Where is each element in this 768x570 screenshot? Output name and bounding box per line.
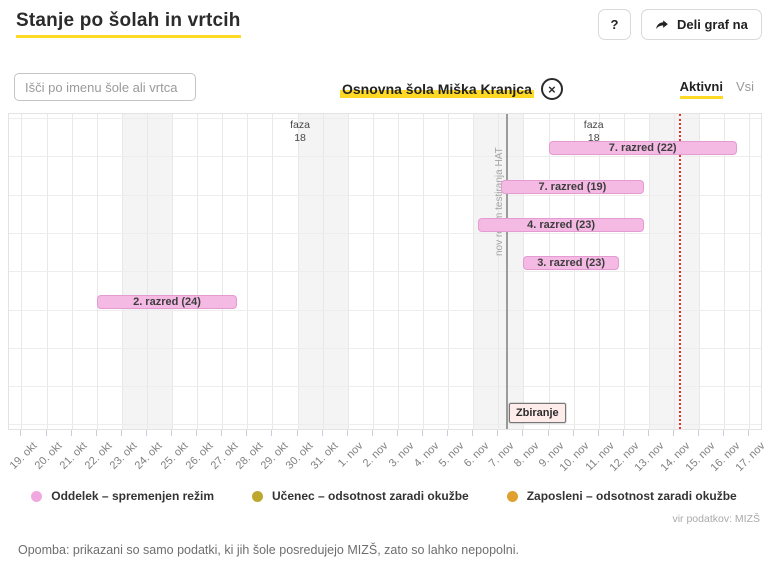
axis-label: 29. okt [258, 440, 291, 472]
axis-label: 19. okt [7, 440, 40, 472]
chart-bar[interactable]: 7. razred (19) [500, 179, 644, 194]
share-arrow-icon [656, 19, 668, 29]
axis-tick [647, 430, 649, 436]
chart-legend: Oddelek – spremenjen režim Učenec – odsot… [0, 489, 768, 503]
event-line-label: nov režim testiranja HAT [493, 147, 505, 256]
selected-school-name: Osnovna šola Miška Kranjca [340, 80, 534, 98]
axis-label: 25. okt [158, 440, 191, 472]
axis-tick [120, 430, 122, 436]
tab-vsi[interactable]: Vsi [735, 79, 754, 94]
axis-tick [396, 430, 398, 436]
event-line [505, 114, 508, 429]
axis-tick [145, 430, 147, 436]
axis-tick [271, 430, 273, 436]
axis-label: 2. nov [361, 440, 391, 470]
axis-tick [522, 430, 524, 436]
legend-dot-icon [251, 490, 263, 502]
axis-label: 28. okt [233, 440, 266, 472]
page-title: Stanje po šolah in vrtcih [16, 10, 241, 38]
data-source: vir podatkov: MIZŠ [672, 513, 760, 525]
axis-tick [171, 430, 173, 436]
phase-annotation: faza 18 [290, 119, 310, 144]
axis-tick [698, 430, 700, 436]
axis-tick [371, 430, 373, 436]
axis-label: 26. okt [183, 440, 216, 472]
axis-tick [497, 430, 499, 436]
selected-school-chip: Osnovna šola Miška Kranjca × [340, 78, 563, 100]
forecast-dotted-line [679, 114, 682, 429]
axis-label: 21. okt [57, 440, 90, 472]
axis-label: 23. okt [108, 440, 140, 472]
legend-item[interactable]: Učenec – odsotnost zaradi okužbe [251, 489, 469, 503]
axis-label: 24. okt [133, 440, 165, 472]
axis-tick [346, 430, 348, 436]
legend-item[interactable]: Oddelek – spremenjen režim [31, 489, 214, 503]
axis-label: 1. nov [336, 440, 366, 470]
horizontal-gridline [9, 156, 761, 158]
legend-item-label: Zaposleni – odsotnost zaradi okužbe [526, 489, 737, 503]
axis-tick [45, 430, 47, 436]
axis-tick [221, 430, 223, 436]
axis-label: 7. nov [486, 440, 517, 470]
help-button[interactable]: ? [598, 9, 631, 40]
axis-tick [597, 430, 599, 436]
axis-tick [572, 430, 574, 436]
axis-label: 31. okt [308, 440, 341, 472]
axis-label: 30. okt [283, 440, 316, 472]
x-axis: 19. okt 20. okt 21. okt 22. okt 23. okt 24. o… [7, 430, 767, 482]
horizontal-gridline [9, 386, 761, 388]
view-tabs: Aktivni Vsi [679, 79, 754, 99]
axis-tick [723, 430, 725, 436]
axis-label: 22. okt [82, 440, 115, 472]
chart-bar[interactable]: 3. razred (23) [523, 256, 619, 271]
axis-tick [95, 430, 97, 436]
horizontal-gridline [9, 347, 761, 349]
share-button-label: Deli graf na [677, 17, 748, 32]
axis-tick [748, 430, 750, 436]
axis-tick [70, 430, 72, 436]
axis-tick [321, 430, 323, 436]
collection-status-box: Zbiranje [508, 403, 566, 424]
axis-tick [622, 430, 624, 436]
axis-tick [20, 430, 22, 436]
share-button[interactable]: Deli graf na [641, 9, 762, 40]
chart-bar[interactable]: 2. razred (24) [96, 294, 238, 309]
axis-tick [547, 430, 549, 436]
axis-label: 5. nov [436, 440, 467, 470]
axis-tick [196, 430, 198, 436]
axis-tick [447, 430, 449, 436]
horizontal-gridline [9, 309, 761, 311]
plot-area: faza 18 faza 18 nov režim testiranja HAT 7.… [8, 113, 762, 430]
legend-item-label: Oddelek – spremenjen režim [51, 489, 214, 503]
axis-tick [422, 430, 424, 436]
footnote: Opomba: prikazani so samo podatki, ki ji… [18, 543, 519, 557]
horizontal-gridline [9, 271, 761, 273]
axis-tick [246, 430, 248, 436]
axis-tick [296, 430, 298, 436]
horizontal-gridline [9, 424, 761, 426]
horizontal-gridline [9, 232, 761, 234]
search-input[interactable] [14, 73, 196, 101]
axis-tick [472, 430, 474, 436]
legend-item[interactable]: Zaposleni – odsotnost zaradi okužbe [506, 489, 737, 503]
axis-label: 6. nov [461, 440, 492, 470]
axis-label: 4. nov [411, 440, 442, 470]
chart-bar[interactable]: 7. razred (22) [548, 141, 737, 156]
chart-bar[interactable]: 4. razred (23) [478, 217, 644, 232]
horizontal-gridline [9, 118, 761, 119]
horizontal-gridline [9, 194, 761, 196]
axis-tick [673, 430, 675, 436]
phase-annotation: faza 18 [583, 119, 604, 144]
axis-label: 8. nov [511, 440, 542, 470]
legend-dot-icon [31, 490, 43, 502]
legend-item-label: Učenec – odsotnost zaradi okužbe [271, 489, 469, 503]
close-icon[interactable]: × [540, 78, 563, 100]
axis-label: 20. okt [32, 440, 65, 472]
tab-aktivni[interactable]: Aktivni [679, 79, 723, 99]
axis-label: 3. nov [386, 440, 416, 470]
legend-dot-icon [506, 490, 518, 502]
axis-label: 27. okt [208, 440, 241, 472]
